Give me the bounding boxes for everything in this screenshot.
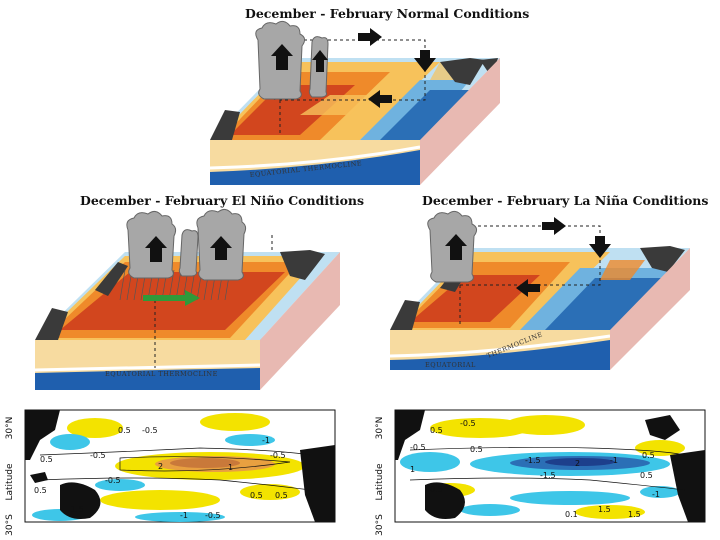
right-contour-labels: 0.5 -0.5 -0.5 0.5 1 0.5 -1.5 2 0.5 0.5 -…	[410, 419, 660, 519]
left-lat-label: Latitude	[5, 463, 15, 501]
svg-text:-0.5: -0.5	[90, 451, 106, 460]
wind-arrow-icon	[516, 279, 540, 297]
downdraft-arrow-icon	[589, 236, 611, 258]
updraft-arrow-icon	[312, 50, 328, 72]
svg-text:-1: -1	[610, 456, 618, 465]
svg-text:-1: -1	[180, 511, 188, 520]
updraft-arrow-icon	[271, 44, 293, 70]
left-contour-labels: 0.5 -0.5 -0.5 0.5 -1 -0.5 -0.5 0.5 2 1 0…	[34, 426, 288, 520]
lanina-anomaly-map: Latitude 30°N 30°S 0.5 -0.5 -0.5 0.5 1 0…	[375, 409, 706, 536]
svg-text:2: 2	[575, 459, 580, 468]
lanina-panel-title: December - February La Niña Conditions	[422, 193, 709, 208]
wind-arrow-icon	[358, 28, 382, 46]
elnino-thermocline-label: EQUATORIAL THERMOCLINE	[105, 370, 218, 378]
svg-text:0.5: 0.5	[430, 426, 443, 435]
downdraft-arrow-icon	[414, 50, 436, 72]
elnino-anomaly-map: Latitude 30°N 30°S 0.5 -0.5 -0.5 0.5 -1 …	[5, 409, 336, 536]
svg-text:0.5: 0.5	[118, 426, 131, 435]
elnino-thermocline	[35, 368, 260, 390]
right-lat-label: Latitude	[375, 463, 385, 501]
elnino-side-face	[260, 252, 340, 390]
elnino-land	[35, 250, 325, 340]
svg-text:0.5: 0.5	[40, 455, 53, 464]
updraft-arrow-icon	[445, 234, 467, 260]
svg-text:0.5: 0.5	[640, 471, 653, 480]
svg-text:1: 1	[410, 465, 415, 474]
svg-text:-0.5: -0.5	[460, 419, 476, 428]
right-lat-tick-south: 30°S	[375, 514, 385, 536]
elnino-conditions-diagram: EQUATORIAL THERMOCLINE	[34, 208, 340, 390]
svg-text:-1.5: -1.5	[540, 471, 556, 480]
wind-arrow-icon	[143, 290, 200, 306]
svg-text:-0.5: -0.5	[142, 426, 158, 435]
svg-text:0.5: 0.5	[642, 451, 655, 460]
svg-text:-1: -1	[262, 436, 270, 445]
svg-text:-1: -1	[652, 490, 660, 499]
svg-text:1.5: 1.5	[628, 510, 641, 519]
elnino-panel-title: December - February El Niño Conditions	[80, 193, 365, 208]
lanina-thermocline	[390, 340, 610, 370]
svg-text:-0.5: -0.5	[205, 511, 221, 520]
wind-arrow-icon	[368, 90, 392, 108]
updraft-arrow-icon	[210, 236, 232, 260]
normal-side-face	[420, 58, 500, 185]
wind-arrow-icon	[542, 217, 566, 235]
lanina-thermocline-label-1: EQUATORIAL	[425, 361, 476, 369]
svg-text:-0.5: -0.5	[410, 443, 426, 452]
svg-text:-0.5: -0.5	[270, 451, 286, 460]
svg-text:2: 2	[158, 462, 163, 471]
lanina-side-face	[610, 248, 690, 370]
svg-text:0.5: 0.5	[250, 491, 263, 500]
lanina-conditions-diagram: EQUATORIAL THERMOCLINE	[389, 210, 690, 370]
svg-text:-1.5: -1.5	[68, 505, 84, 514]
svg-text:1.5: 1.5	[598, 505, 611, 514]
svg-text:-0.5: -0.5	[105, 476, 121, 485]
svg-text:0.5: 0.5	[34, 486, 47, 495]
right-lat-tick-north: 30°N	[375, 417, 385, 440]
svg-text:0.5: 0.5	[275, 491, 288, 500]
svg-text:1: 1	[228, 463, 233, 472]
updraft-arrow-icon	[145, 236, 167, 262]
svg-text:0.5: 0.5	[470, 445, 483, 454]
left-lat-tick-north: 30°N	[5, 417, 15, 440]
svg-text:0.5: 0.5	[430, 485, 443, 494]
normal-thermocline	[210, 150, 420, 185]
svg-text:-1.5: -1.5	[525, 456, 541, 465]
left-lat-tick-south: 30°S	[5, 514, 15, 536]
svg-text:0.1: 0.1	[565, 510, 578, 519]
normal-conditions-diagram: EQUATORIAL THERMOCLINE	[209, 20, 500, 185]
normal-panel-title: December - February Normal Conditions	[245, 6, 530, 21]
